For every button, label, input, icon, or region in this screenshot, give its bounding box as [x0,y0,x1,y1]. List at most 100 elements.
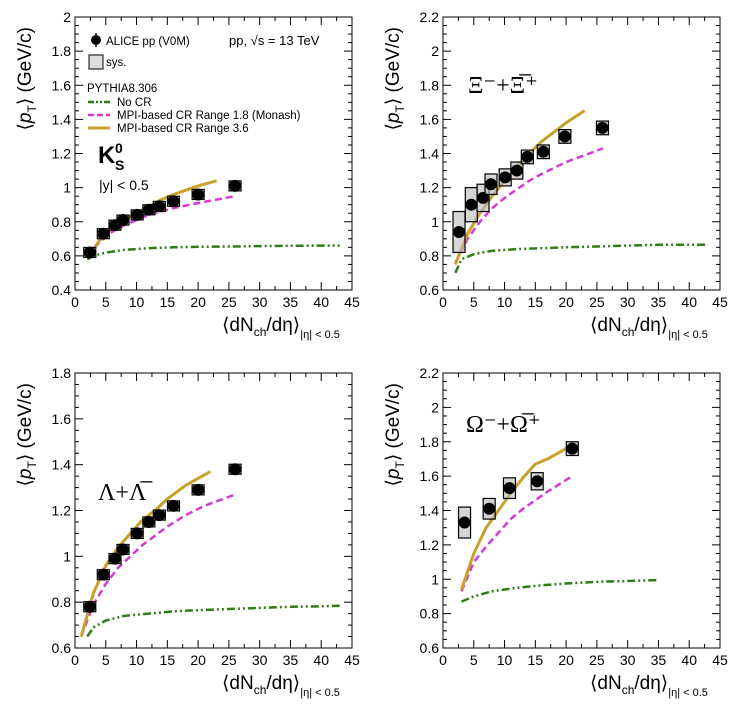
data-point [192,483,205,496]
y-tick-label: 1.8 [52,365,72,381]
data-point [558,130,571,143]
data-point [153,200,166,213]
data-point [97,227,110,240]
y-tick-label: 1.4 [52,111,72,127]
data-point [83,600,96,613]
legend-sys-box [88,54,104,70]
label-omega: Ω⁻+Ω̅⁺ [466,412,541,438]
y-tick-label: 1.6 [420,111,440,127]
y-tick-label: 0.6 [420,640,440,656]
x-tick-label: 10 [129,652,145,668]
data-point [531,475,544,488]
y-tick-label: 1.8 [420,77,440,93]
data-point [131,208,144,221]
data-point [566,442,579,455]
x-tick-label: 20 [190,294,206,310]
y-axis-label: ⟨pT⟩ (GeV/c) [383,27,407,131]
y-tick-label: 0.6 [52,248,72,264]
x-tick-label: 30 [620,294,636,310]
legend-sys-label: sys. [106,57,126,69]
x-tick-label: 5 [470,294,478,310]
panel-omega: 0 5 10 15 20 25 30 35 40 45 0.6 0.8 1 1.2 1.4 1.6 1.8 2 2.… [383,365,728,699]
y-tick-label: 2 [63,9,71,25]
series-no-cr-line [461,578,659,603]
x-tick-label: 15 [528,294,544,310]
x-tick-label: 0 [439,294,447,310]
x-tick-label: 0 [439,652,447,668]
x-tick-label: 25 [221,652,237,668]
x-tick-label: 30 [252,652,268,668]
y-tick-label: 2 [431,43,439,59]
x-tick-label: 45 [712,294,728,310]
data-point [229,463,242,476]
y-tick-label: 1.2 [420,180,440,196]
data-point [153,509,166,522]
x-axis-label: ⟨dNch/dη⟩|η| < 0.5 [222,673,340,699]
data-point [510,164,523,177]
series-range36-line [460,447,567,591]
data-point [83,246,96,259]
data-point [458,516,471,529]
legend-monash-label: MPI-based CR Range 1.8 (Monash) [117,110,301,122]
y-tick-label: 2 [431,399,439,415]
data-point [167,195,180,208]
y-tick-label: 1.6 [52,411,72,427]
x-tick-label: 35 [651,652,667,668]
y-tick-label: 2.2 [420,9,440,25]
x-tick-label: 5 [102,652,110,668]
data-point [485,178,498,191]
x-tick-label: 0 [71,294,79,310]
y-axis-label: ⟨pT⟩ (GeV/c) [15,383,39,487]
y-tick-label: 1.2 [52,503,72,519]
data-point [117,543,130,556]
x-axis-label: ⟨dNch/dη⟩|η| < 0.5 [222,315,340,341]
data-point [453,225,466,238]
series-no-cr-line [86,604,340,638]
y-tick-label: 1.6 [52,77,72,93]
data-point [167,499,180,512]
y-tick-label: 1.4 [420,146,440,162]
y-tick-label: 1.6 [420,468,440,484]
series-monash-line [80,493,236,637]
legend-range36-label: MPI-based CR Range 3.6 [117,123,249,135]
data-point [117,214,130,227]
ks0-sub: S [115,157,124,173]
energy-label: pp, √s = 13 TeV [229,33,320,48]
legend-data-label: ALICE pp (V0M) [106,36,190,48]
data-point [483,502,496,515]
legend-no-cr-label: No CR [117,97,152,109]
x-tick-label: 25 [221,294,237,310]
x-tick-label: 30 [620,652,636,668]
data-point [465,198,478,211]
x-tick-label: 25 [589,652,605,668]
x-tick-label: 40 [681,294,697,310]
y-tick-label: 1.4 [52,457,72,473]
data-point [142,203,155,216]
x-tick-label: 25 [589,294,605,310]
x-tick-label: 10 [129,294,145,310]
y-tick-label: 1.2 [420,537,440,553]
y-tick-label: 1.8 [52,43,72,59]
x-axis-label: ⟨dNch/dη⟩|η| < 0.5 [590,315,708,341]
panel-xi: 0 5 10 15 20 25 30 35 40 45 0.6 0.8 1 1.2 1.4 1.6 1.8 2 2.… [383,9,728,341]
data-point [192,188,205,201]
x-axis-label: ⟨dNch/dη⟩|η| < 0.5 [590,673,708,699]
x-tick-label: 45 [344,294,360,310]
y-tick-label: 1 [431,571,439,587]
x-tick-label: 40 [313,294,329,310]
y-tick-label: 1 [63,180,71,196]
y-tick-label: 1.2 [52,146,72,162]
y-tick-label: 0.6 [420,282,440,298]
x-tick-label: 40 [313,652,329,668]
data-point [131,527,144,540]
label-lambda: Λ+Λ̅ [98,480,153,506]
data-point [537,145,550,158]
data-point [503,482,516,495]
x-tick-label: 15 [160,652,176,668]
x-tick-label: 10 [497,294,513,310]
series-no-cr-line [454,243,708,274]
rapidity-label: |y| < 0.5 [99,177,149,193]
x-tick-label: 5 [102,294,110,310]
y-tick-label: 0.8 [420,248,440,264]
